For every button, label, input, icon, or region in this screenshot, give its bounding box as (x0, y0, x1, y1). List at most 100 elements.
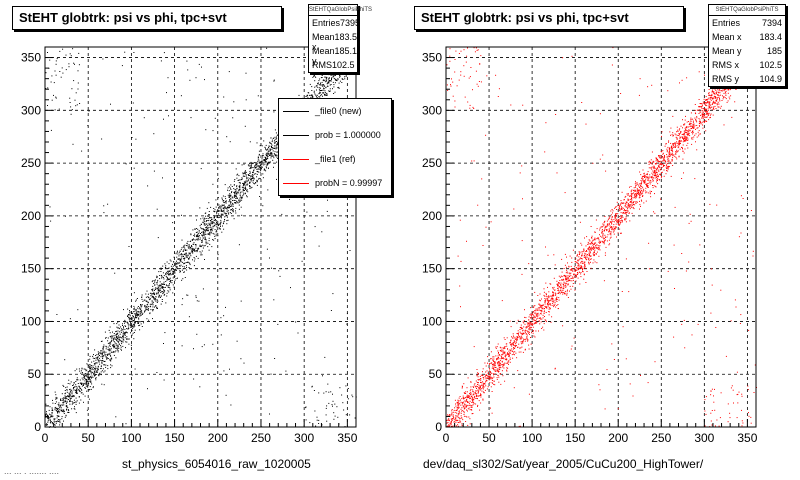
scatter-point (714, 409, 716, 411)
scatter-point (485, 378, 487, 380)
scatter-point (83, 383, 85, 385)
scatter-point (719, 99, 721, 101)
scatter-point (61, 409, 63, 411)
scatter-point (718, 90, 720, 92)
scatter-point (91, 372, 93, 374)
scatter-point (142, 312, 144, 314)
scatter-point (272, 150, 274, 152)
scatter-point (252, 178, 254, 179)
scatter-point (235, 189, 237, 191)
scatter-point (195, 247, 197, 249)
scatter-point (123, 339, 125, 341)
scatter-point (84, 380, 86, 382)
scatter-point (175, 253, 177, 255)
scatter-point (192, 249, 194, 251)
scatter-point (682, 144, 684, 146)
scatter-point (185, 254, 187, 256)
scatter-point (455, 418, 457, 420)
scatter-point (489, 369, 491, 371)
scatter-point (625, 195, 627, 197)
scatter-point (80, 399, 82, 401)
scatter-point (580, 276, 582, 278)
scatter-point (712, 114, 714, 116)
scatter-point (318, 93, 320, 95)
scatter-point (209, 231, 211, 233)
scatter-point (221, 210, 223, 212)
scatter-point (564, 192, 566, 194)
scatter-point (184, 259, 185, 261)
scatter-point (122, 345, 124, 347)
scatter-point (61, 400, 63, 401)
scatter-point (250, 179, 252, 181)
scatter-point (615, 217, 617, 219)
scatter-point (532, 311, 534, 313)
scatter-point (214, 209, 216, 211)
scatter-point (318, 88, 320, 90)
scatter-point (592, 253, 594, 255)
scatter-point (102, 348, 104, 350)
scatter-point (257, 156, 259, 158)
scatter-point (178, 262, 180, 264)
scatter-point (651, 168, 653, 170)
scatter-point (162, 272, 164, 274)
scatter-point (671, 153, 673, 155)
scatter-point (612, 229, 614, 231)
scatter-point (131, 319, 133, 321)
scatter-point (160, 285, 162, 287)
scatter-point (461, 385, 463, 387)
scatter-point (213, 233, 215, 235)
scatter-point (447, 422, 449, 424)
scatter-point (112, 344, 114, 346)
scatter-point (149, 292, 151, 294)
scatter-point (88, 377, 90, 379)
scatter-point (45, 403, 47, 405)
scatter-point (127, 323, 129, 325)
scatter-point (229, 196, 231, 198)
scatter-point (136, 313, 138, 315)
scatter-point (683, 133, 685, 135)
scatter-point (90, 380, 92, 382)
scatter-point (133, 317, 135, 319)
scatter-point (267, 149, 269, 151)
scatter-point (594, 261, 596, 263)
scatter-point (173, 256, 175, 258)
scatter-point (313, 390, 315, 391)
scatter-point (245, 99, 247, 101)
scatter-point (120, 331, 122, 333)
scatter-point (243, 192, 245, 194)
scatter-point (715, 99, 717, 101)
scatter-point (62, 402, 64, 404)
scatter-point (688, 261, 690, 263)
scatter-point (221, 197, 223, 199)
scatter-point (123, 332, 125, 334)
scatter-point (275, 137, 277, 139)
scatter-point (324, 76, 326, 78)
scatter-point (105, 366, 107, 368)
scatter-point (246, 181, 248, 183)
scatter-point (667, 155, 669, 157)
scatter-point (105, 345, 107, 347)
scatter-point (134, 329, 136, 331)
scatter-point (718, 106, 720, 108)
scatter-point (679, 138, 681, 140)
scatter-point (652, 177, 654, 179)
scatter-point (321, 85, 323, 87)
scatter-point (750, 210, 752, 211)
scatter-point (733, 402, 734, 404)
scatter-point (90, 370, 91, 372)
scatter-point (258, 161, 260, 163)
scatter-point (168, 267, 170, 269)
scatter-point (168, 274, 170, 276)
scatter-point (473, 403, 475, 405)
scatter-point (748, 329, 750, 331)
scatter-point (124, 332, 126, 333)
scatter-point (228, 71, 230, 73)
scatter-point (88, 376, 90, 378)
scatter-point (318, 96, 320, 98)
scatter-point (138, 320, 140, 322)
scatter-point (275, 132, 277, 134)
scatter-point (569, 269, 571, 271)
scatter-point (153, 292, 155, 294)
scatter-point (132, 312, 134, 314)
scatter-point (560, 288, 562, 290)
